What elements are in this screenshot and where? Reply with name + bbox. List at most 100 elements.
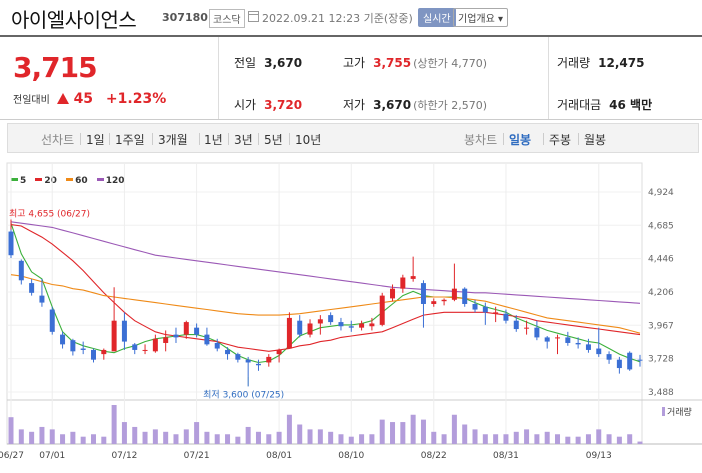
candle-body <box>431 301 437 304</box>
volume-bar <box>534 434 540 444</box>
tab-line-chart[interactable]: 선차트 <box>41 133 75 147</box>
candle-body <box>255 363 261 366</box>
x-tick-label: 08/10 <box>338 451 364 461</box>
volume-bar <box>317 429 323 444</box>
tab-daily[interactable]: 일봉 <box>509 133 532 147</box>
volume-bar <box>276 431 282 444</box>
candle-body <box>111 320 117 352</box>
candle-body <box>369 323 375 327</box>
tab-5y[interactable]: 5년 <box>264 133 283 147</box>
price-change: 전일대비 45 +1.23% <box>13 91 166 107</box>
x-tick-label: 08/01 <box>266 451 292 461</box>
candle-body <box>379 295 385 325</box>
volume-bar <box>90 434 96 444</box>
volume-bar <box>513 431 519 444</box>
y-tick-label: 3,967 <box>648 321 674 331</box>
candle-body <box>70 340 76 352</box>
tab-3m[interactable]: 3개월 <box>158 133 188 147</box>
candle-body <box>410 276 416 279</box>
volume-bar <box>400 422 406 444</box>
volume-bar <box>255 431 261 444</box>
tab-3y[interactable]: 3년 <box>234 133 253 147</box>
volume-bar <box>482 434 488 444</box>
candle-body <box>493 312 499 314</box>
volume-bar <box>431 431 437 444</box>
volume-legend-swatch <box>662 407 665 416</box>
candle-body <box>534 327 540 338</box>
current-price: 3,715 <box>13 51 98 84</box>
candle-body <box>348 326 354 328</box>
volume-bar <box>503 434 509 444</box>
tab-1d[interactable]: 1일 <box>86 133 105 147</box>
volume-bar <box>297 424 303 444</box>
candle-body <box>132 344 138 350</box>
volume-bar <box>245 426 251 444</box>
x-tick-label: 09/13 <box>586 451 612 461</box>
volume-bar <box>80 436 86 444</box>
change-percent: +1.23% <box>105 91 167 107</box>
candle-body <box>204 334 210 345</box>
company-info-dropdown[interactable]: 기업개요 ▾ <box>453 8 508 27</box>
trade-amount: 거래대금 46 백만 <box>557 98 653 112</box>
candle-body <box>513 320 519 330</box>
divider <box>218 37 219 119</box>
volume-bar <box>575 436 581 444</box>
candle-body <box>80 348 86 350</box>
divider <box>548 37 549 119</box>
volume-bar <box>111 405 117 444</box>
candle-body <box>39 295 45 303</box>
candle-body <box>451 288 457 300</box>
candle-body <box>163 337 169 343</box>
x-tick-label: 08/22 <box>421 451 447 461</box>
candle-body <box>121 320 127 342</box>
volume-bar <box>266 434 272 444</box>
candle-body <box>585 344 591 350</box>
volume-bar <box>369 434 375 444</box>
ma-line-ma5 <box>10 223 641 364</box>
prev-close: 전일 3,670 <box>234 56 303 70</box>
volume-bar <box>8 417 14 444</box>
realtime-button[interactable]: 실시간 <box>418 8 456 27</box>
ma-line-ma20 <box>10 224 641 352</box>
candle-body <box>472 303 478 310</box>
candle-body <box>575 342 581 345</box>
candle-body <box>225 349 231 355</box>
tab-candle-chart[interactable]: 봉차트 <box>464 133 498 147</box>
open-price: 시가 3,720 <box>234 98 303 112</box>
volume-bar <box>616 436 622 444</box>
candle-body <box>359 323 365 328</box>
volume-bar <box>410 414 416 444</box>
y-tick-label: 4,446 <box>648 255 674 265</box>
candle-body <box>60 334 66 345</box>
volume-bar <box>29 431 35 444</box>
candle-body <box>627 352 633 370</box>
candle-body <box>616 359 622 369</box>
tab-weekly[interactable]: 주봉 <box>549 133 572 147</box>
ma-legend: 5 20 60 120 <box>11 176 131 186</box>
calendar-icon <box>248 11 259 22</box>
tab-1y[interactable]: 1년 <box>204 133 223 147</box>
volume-bar <box>152 429 158 444</box>
ma-line-ma60 <box>10 274 641 334</box>
day-low: 저가 3,670 (하한가 2,570) <box>343 98 487 112</box>
volume-bar <box>18 429 24 444</box>
candle-body <box>18 260 24 281</box>
tab-monthly[interactable]: 월봉 <box>584 133 607 147</box>
candle-body <box>29 283 35 293</box>
candle-body <box>420 283 426 304</box>
candle-body <box>503 313 509 321</box>
low-annotation: 최저 3,600 (07/25) <box>203 389 284 400</box>
tab-10y[interactable]: 10년 <box>295 133 322 147</box>
volume-bar <box>70 431 76 444</box>
y-tick-label: 4,924 <box>648 188 674 198</box>
volume-bar <box>462 424 468 444</box>
market-badge: 코스닥 <box>209 9 245 28</box>
volume-bar <box>328 431 334 444</box>
candle-body <box>441 299 447 302</box>
y-tick-label: 4,685 <box>648 221 674 231</box>
volume-bar <box>121 422 127 444</box>
volume-bar <box>606 434 612 444</box>
tab-1w[interactable]: 1주일 <box>115 133 145 147</box>
candle-body <box>266 356 272 363</box>
